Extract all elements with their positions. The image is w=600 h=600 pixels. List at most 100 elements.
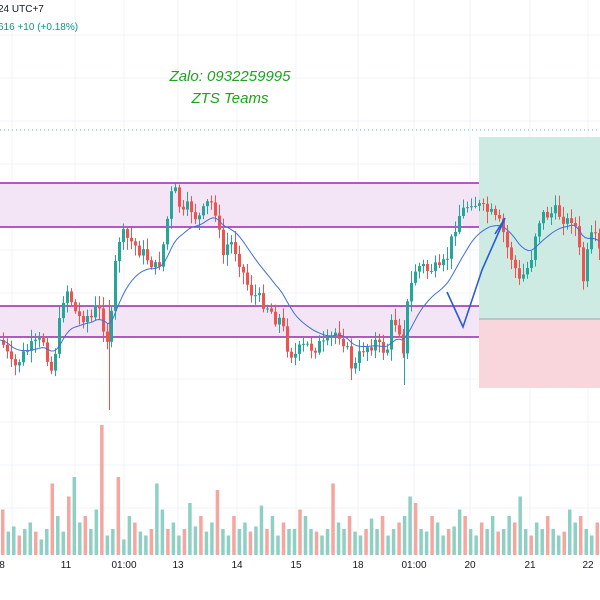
volume-bar <box>276 535 280 555</box>
candle-body <box>474 205 477 207</box>
volume-bar <box>259 505 264 555</box>
volume-bar <box>193 526 198 555</box>
volume-bar <box>589 535 594 555</box>
volume-bar <box>386 535 390 555</box>
harmonic-pattern-line[interactable] <box>446 217 506 330</box>
x-axis-label: 18 <box>352 560 364 571</box>
candle-body <box>586 249 589 282</box>
risk-reward-box[interactable] <box>479 137 600 388</box>
volume-bar <box>595 522 599 555</box>
volume-bar <box>254 526 258 555</box>
candle-body <box>394 319 397 326</box>
volume-bar <box>578 516 583 555</box>
candle-body <box>466 207 469 209</box>
candle-body <box>262 293 265 309</box>
volume-bar <box>463 516 467 555</box>
volume-bar <box>457 509 462 555</box>
candle-body <box>238 254 241 267</box>
candle-body <box>274 311 277 325</box>
volume-bar <box>39 539 44 555</box>
volume-bar <box>358 535 363 555</box>
candle-body <box>354 362 357 369</box>
volume-bar <box>534 522 539 555</box>
candle-body <box>30 341 33 351</box>
candle-body <box>286 326 289 352</box>
candle-body <box>554 205 557 214</box>
volume-bar <box>435 522 440 555</box>
candle-body <box>450 236 453 259</box>
volume-bar <box>540 529 544 555</box>
candle-body <box>398 325 401 335</box>
candle-body <box>546 211 549 218</box>
candle-body <box>154 262 157 268</box>
volume-bar <box>45 529 49 555</box>
volume-bar <box>248 531 253 555</box>
volume-bar <box>490 516 495 555</box>
x-axis-label: 8 <box>0 560 5 571</box>
volume-bar <box>72 477 77 555</box>
volume-bar <box>122 539 126 555</box>
volume-bar <box>485 529 489 555</box>
candle-body <box>190 201 193 213</box>
candle-body <box>130 237 133 242</box>
candle-body <box>578 226 581 248</box>
candle-body <box>230 242 233 245</box>
volume-bar <box>188 503 192 555</box>
candle-body <box>22 351 25 363</box>
x-axis-label: 15 <box>290 560 302 571</box>
candle-body <box>254 295 257 297</box>
candle-body <box>66 291 69 303</box>
candle-body <box>558 205 561 217</box>
candle-body <box>182 206 185 210</box>
candle-body <box>470 206 473 208</box>
candle-body <box>570 218 573 224</box>
candle-body <box>538 223 541 237</box>
candle-body <box>442 259 445 266</box>
volume-bar <box>518 496 522 555</box>
volume-bar <box>281 522 286 555</box>
candle-body <box>58 318 61 354</box>
candle-body <box>478 203 481 206</box>
candle-body <box>438 262 441 266</box>
volume-bar <box>50 483 55 555</box>
candle-body <box>502 218 505 233</box>
candle-body <box>250 284 253 296</box>
volume-bar <box>199 516 203 555</box>
volume-bar <box>61 531 66 555</box>
candle-body <box>202 206 205 216</box>
volume-bar <box>83 516 88 555</box>
candle-body <box>334 332 337 336</box>
candle-body <box>542 211 545 224</box>
candle-body <box>402 334 405 354</box>
x-axis-label: 20 <box>464 560 476 571</box>
volume-bar <box>303 516 308 555</box>
volume-bar <box>314 531 319 555</box>
candle-body <box>142 249 145 256</box>
candle-body <box>94 305 97 318</box>
candle-body <box>242 266 245 273</box>
volume-bar <box>127 516 132 555</box>
volume-bar <box>512 522 517 555</box>
volume-bar <box>529 535 533 555</box>
candle-body <box>70 291 73 303</box>
candle-body <box>82 316 85 323</box>
candle-body <box>530 259 533 268</box>
volume-bar <box>501 529 506 555</box>
candle-body <box>326 336 329 341</box>
candle-body <box>54 353 57 371</box>
x-axis-label: 01:00 <box>401 560 427 571</box>
watermark-contact: Zalo: 0932259995 <box>169 68 291 85</box>
candle-body <box>210 201 213 203</box>
volume-bar <box>160 509 165 555</box>
volume-bar <box>391 529 396 555</box>
candle-body <box>382 342 385 353</box>
candle-body <box>446 258 449 260</box>
candle-body <box>374 339 377 351</box>
volume-bar <box>413 503 418 555</box>
candle-body <box>510 247 513 260</box>
candle-body <box>454 231 457 237</box>
candle-body <box>366 347 369 353</box>
candle-body <box>550 213 553 218</box>
candle-body <box>146 249 149 261</box>
